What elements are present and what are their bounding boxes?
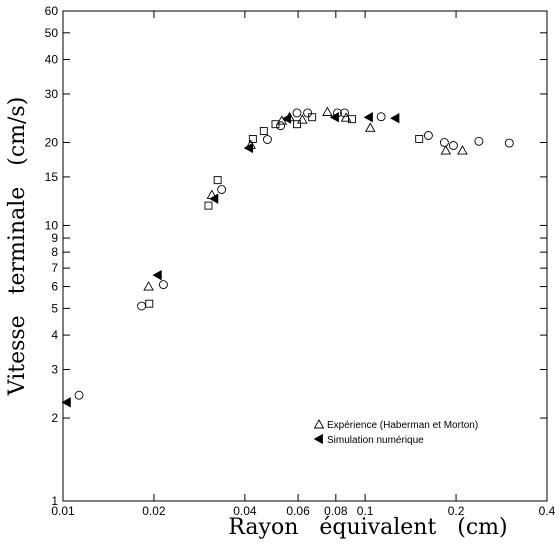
legend-label-simulation: Simulation numérique [327, 435, 424, 446]
data-point-triangle-left-filled [363, 112, 373, 123]
y-tick-label: 60 [45, 4, 59, 18]
data-point-triangle-up-open [143, 281, 154, 291]
data-point-square-open [293, 120, 301, 129]
y-tick-label: 9 [51, 231, 58, 245]
x-axis-title: Rayon équivalent (cm) [228, 515, 507, 540]
legend-item-experience: Expérience (Haberman et Morton) [313, 419, 478, 431]
x-tick-label: 0.02 [142, 504, 166, 518]
data-point-square-open [213, 176, 222, 185]
y-tick-label: 3 [51, 363, 58, 377]
data-points [61, 106, 514, 408]
data-point-triangle-left-filled [390, 113, 400, 124]
y-tick-label: 8 [51, 245, 58, 259]
data-point-circle-open [217, 185, 227, 194]
data-point-triangle-up-open [322, 106, 333, 116]
y-tick-label: 10 [45, 218, 59, 232]
y-tick-label: 20 [45, 135, 59, 149]
axis-ticks: 0.01 0.02 0.04 0.06 0.08 0.1 0.2 0.4 1 2 3 4 5 6 7 8910… [45, 4, 556, 518]
data-point-circle-open [474, 136, 484, 146]
data-point-triangle-left-filled [281, 113, 292, 124]
data-point-circle-open [423, 131, 433, 140]
data-point-circle-open [158, 280, 168, 290]
data-point-circle-open [303, 108, 313, 118]
x-tick-label: 0.4 [539, 504, 556, 518]
data-point-circle-open [276, 121, 286, 131]
data-point-circle-open [376, 112, 386, 122]
x-tick-label: 0.01 [51, 504, 75, 518]
data-point-square-open [415, 134, 424, 143]
data-point-circle-open [262, 135, 272, 144]
data-point-triangle-up-open [276, 115, 288, 125]
data-point-triangle-left-filled [209, 193, 219, 204]
x-tick-label: 0.06 [286, 504, 310, 518]
data-point-circle-open [137, 301, 147, 311]
data-point-square-open [259, 127, 268, 136]
plot-frame [62, 10, 548, 502]
y-axis-title: Vitesse terminale (cm/s) [5, 97, 30, 397]
y-tick-label: 1 [51, 494, 58, 508]
x-tick-label: 0.04 [233, 504, 257, 518]
legend: Expérience (Haberman et Morton) Simulati… [313, 419, 478, 446]
y-tick-label: 2 [51, 411, 58, 425]
data-point-circle-open [340, 108, 350, 118]
data-point-triangle-up-open [457, 145, 468, 155]
y-tick-label: 50 [45, 26, 59, 40]
data-point-square-open [145, 299, 154, 308]
data-point-square-open [308, 113, 317, 122]
y-tick-label: 5 [51, 301, 58, 315]
data-point-square-open [204, 201, 213, 210]
x-tick-label: 0.2 [448, 504, 465, 518]
data-point-triangle-up-open [340, 112, 352, 122]
y-tick-label: 30 [45, 87, 59, 101]
data-point-square-open [248, 134, 257, 143]
y-tick-label: 40 [45, 53, 59, 67]
y-tick-label: 7 [51, 261, 58, 275]
legend-triangle-marker [313, 419, 325, 429]
data-point-circle-open [448, 141, 458, 150]
data-point-triangle-up-open [440, 145, 452, 155]
legend-label-experience: Expérience (Haberman et Morton) [327, 420, 478, 431]
data-point-triangle-left-filled [243, 142, 253, 154]
data-point-circle-open [504, 138, 514, 148]
data-point-triangle-up-open [297, 114, 308, 124]
data-point-triangle-left-filled [329, 112, 339, 123]
y-tick-label: 15 [45, 170, 59, 184]
legend-item-simulation: Simulation numérique [313, 433, 424, 446]
data-point-circle-open [292, 108, 302, 118]
data-point-circle-open [74, 390, 84, 400]
data-point-triangle-up-open [364, 122, 376, 132]
data-point-square-open [348, 115, 356, 124]
data-point-triangle-left-filled [61, 397, 71, 408]
data-point-triangle-left-filled [152, 269, 162, 281]
x-tick-label: 0.1 [357, 504, 374, 518]
y-tick-label: 6 [51, 280, 58, 294]
data-point-circle-open [439, 138, 449, 147]
legend-filled-triangle-marker [313, 433, 323, 445]
y-tick-label: 4 [51, 328, 58, 342]
x-tick-label: 0.08 [324, 504, 348, 518]
